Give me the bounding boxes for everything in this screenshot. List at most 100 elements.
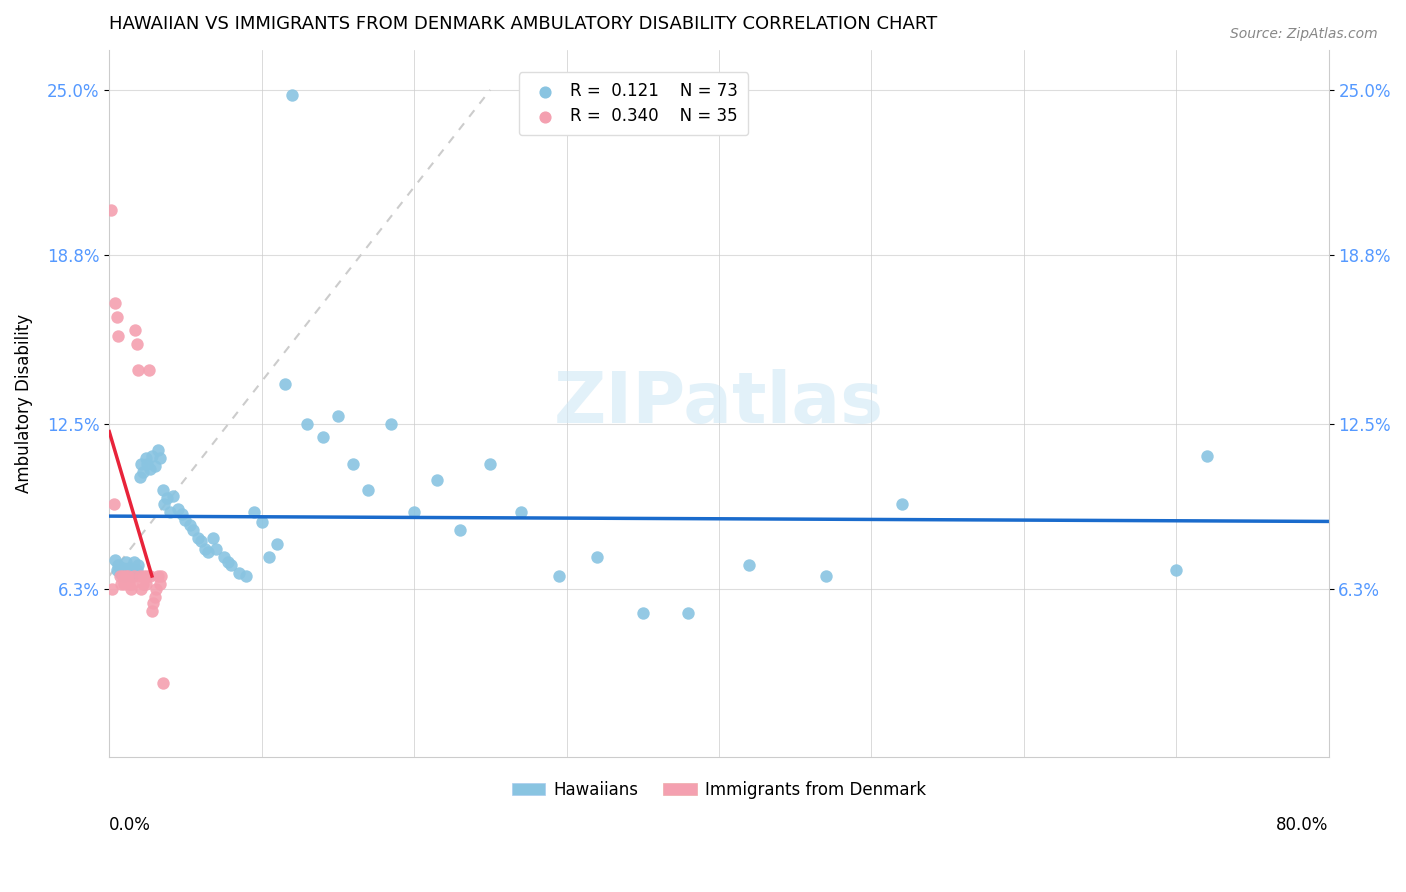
Point — [152, 483, 174, 498]
Point — [120, 564, 142, 578]
Point — [311, 430, 333, 444]
Point — [404, 505, 426, 519]
Point — [114, 569, 136, 583]
Point — [281, 88, 304, 103]
Point — [124, 566, 146, 581]
Point — [449, 524, 471, 538]
Text: Source: ZipAtlas.com: Source: ZipAtlas.com — [1230, 27, 1378, 41]
Point — [326, 409, 349, 423]
Point — [219, 558, 242, 573]
Point — [197, 545, 219, 559]
Point — [128, 569, 150, 583]
Point — [127, 558, 149, 573]
Point — [201, 532, 224, 546]
Point — [548, 569, 571, 583]
Point — [152, 675, 174, 690]
Point — [111, 569, 134, 583]
Point — [127, 363, 149, 377]
Point — [212, 550, 235, 565]
Point — [426, 473, 449, 487]
Point — [145, 582, 167, 597]
Point — [243, 505, 266, 519]
Point — [129, 457, 152, 471]
Point — [128, 470, 150, 484]
Point — [814, 569, 837, 583]
Point — [139, 569, 162, 583]
Point — [110, 564, 132, 578]
Point — [148, 451, 170, 466]
Point — [586, 550, 609, 565]
Point — [110, 577, 132, 591]
Point — [228, 566, 250, 581]
Point — [108, 569, 131, 583]
Point — [122, 556, 145, 570]
Point — [890, 497, 912, 511]
Text: ZIPatlas: ZIPatlas — [554, 369, 884, 438]
Point — [1166, 564, 1188, 578]
Point — [118, 561, 141, 575]
Point — [125, 336, 148, 351]
Point — [509, 505, 531, 519]
Point — [117, 566, 139, 581]
Point — [107, 328, 129, 343]
Point — [107, 558, 129, 573]
Text: HAWAIIAN VS IMMIGRANTS FROM DENMARK AMBULATORY DISABILITY CORRELATION CHART: HAWAIIAN VS IMMIGRANTS FROM DENMARK AMBU… — [110, 15, 938, 33]
Point — [266, 537, 288, 551]
Point — [122, 569, 145, 583]
Point — [205, 542, 228, 557]
Point — [114, 577, 136, 591]
Point — [297, 417, 319, 431]
Point — [125, 564, 148, 578]
Point — [162, 489, 184, 503]
Point — [159, 505, 181, 519]
Point — [139, 462, 162, 476]
Point — [135, 577, 157, 591]
Point — [141, 449, 163, 463]
Point — [181, 524, 204, 538]
Point — [738, 558, 761, 573]
Point — [118, 577, 141, 591]
Point — [146, 569, 169, 583]
Point — [104, 553, 127, 567]
Point — [143, 590, 166, 604]
Point — [103, 497, 125, 511]
Point — [121, 577, 143, 591]
Point — [121, 569, 143, 583]
Point — [115, 569, 138, 583]
Text: 80.0%: 80.0% — [1277, 816, 1329, 834]
Point — [678, 606, 700, 620]
Point — [104, 296, 127, 310]
Point — [136, 457, 159, 471]
Point — [146, 443, 169, 458]
Point — [100, 202, 122, 217]
Point — [136, 569, 159, 583]
Point — [172, 508, 194, 522]
Point — [129, 582, 152, 597]
Legend: Hawaiians, Immigrants from Denmark: Hawaiians, Immigrants from Denmark — [505, 774, 932, 805]
Point — [187, 532, 209, 546]
Point — [101, 582, 124, 597]
Point — [156, 491, 179, 506]
Point — [273, 376, 295, 391]
Point — [135, 451, 157, 466]
Point — [174, 513, 197, 527]
Point — [259, 550, 281, 565]
Point — [141, 603, 163, 617]
Point — [134, 569, 156, 583]
Point — [150, 569, 173, 583]
Y-axis label: Ambulatory Disability: Ambulatory Disability — [15, 314, 32, 493]
Point — [217, 556, 239, 570]
Point — [179, 518, 201, 533]
Point — [132, 465, 155, 479]
Point — [148, 577, 170, 591]
Point — [143, 459, 166, 474]
Point — [132, 577, 155, 591]
Point — [117, 569, 139, 583]
Point — [111, 561, 134, 575]
Point — [190, 534, 212, 549]
Point — [342, 457, 364, 471]
Point — [105, 564, 128, 578]
Point — [138, 363, 160, 377]
Point — [115, 556, 138, 570]
Point — [631, 606, 654, 620]
